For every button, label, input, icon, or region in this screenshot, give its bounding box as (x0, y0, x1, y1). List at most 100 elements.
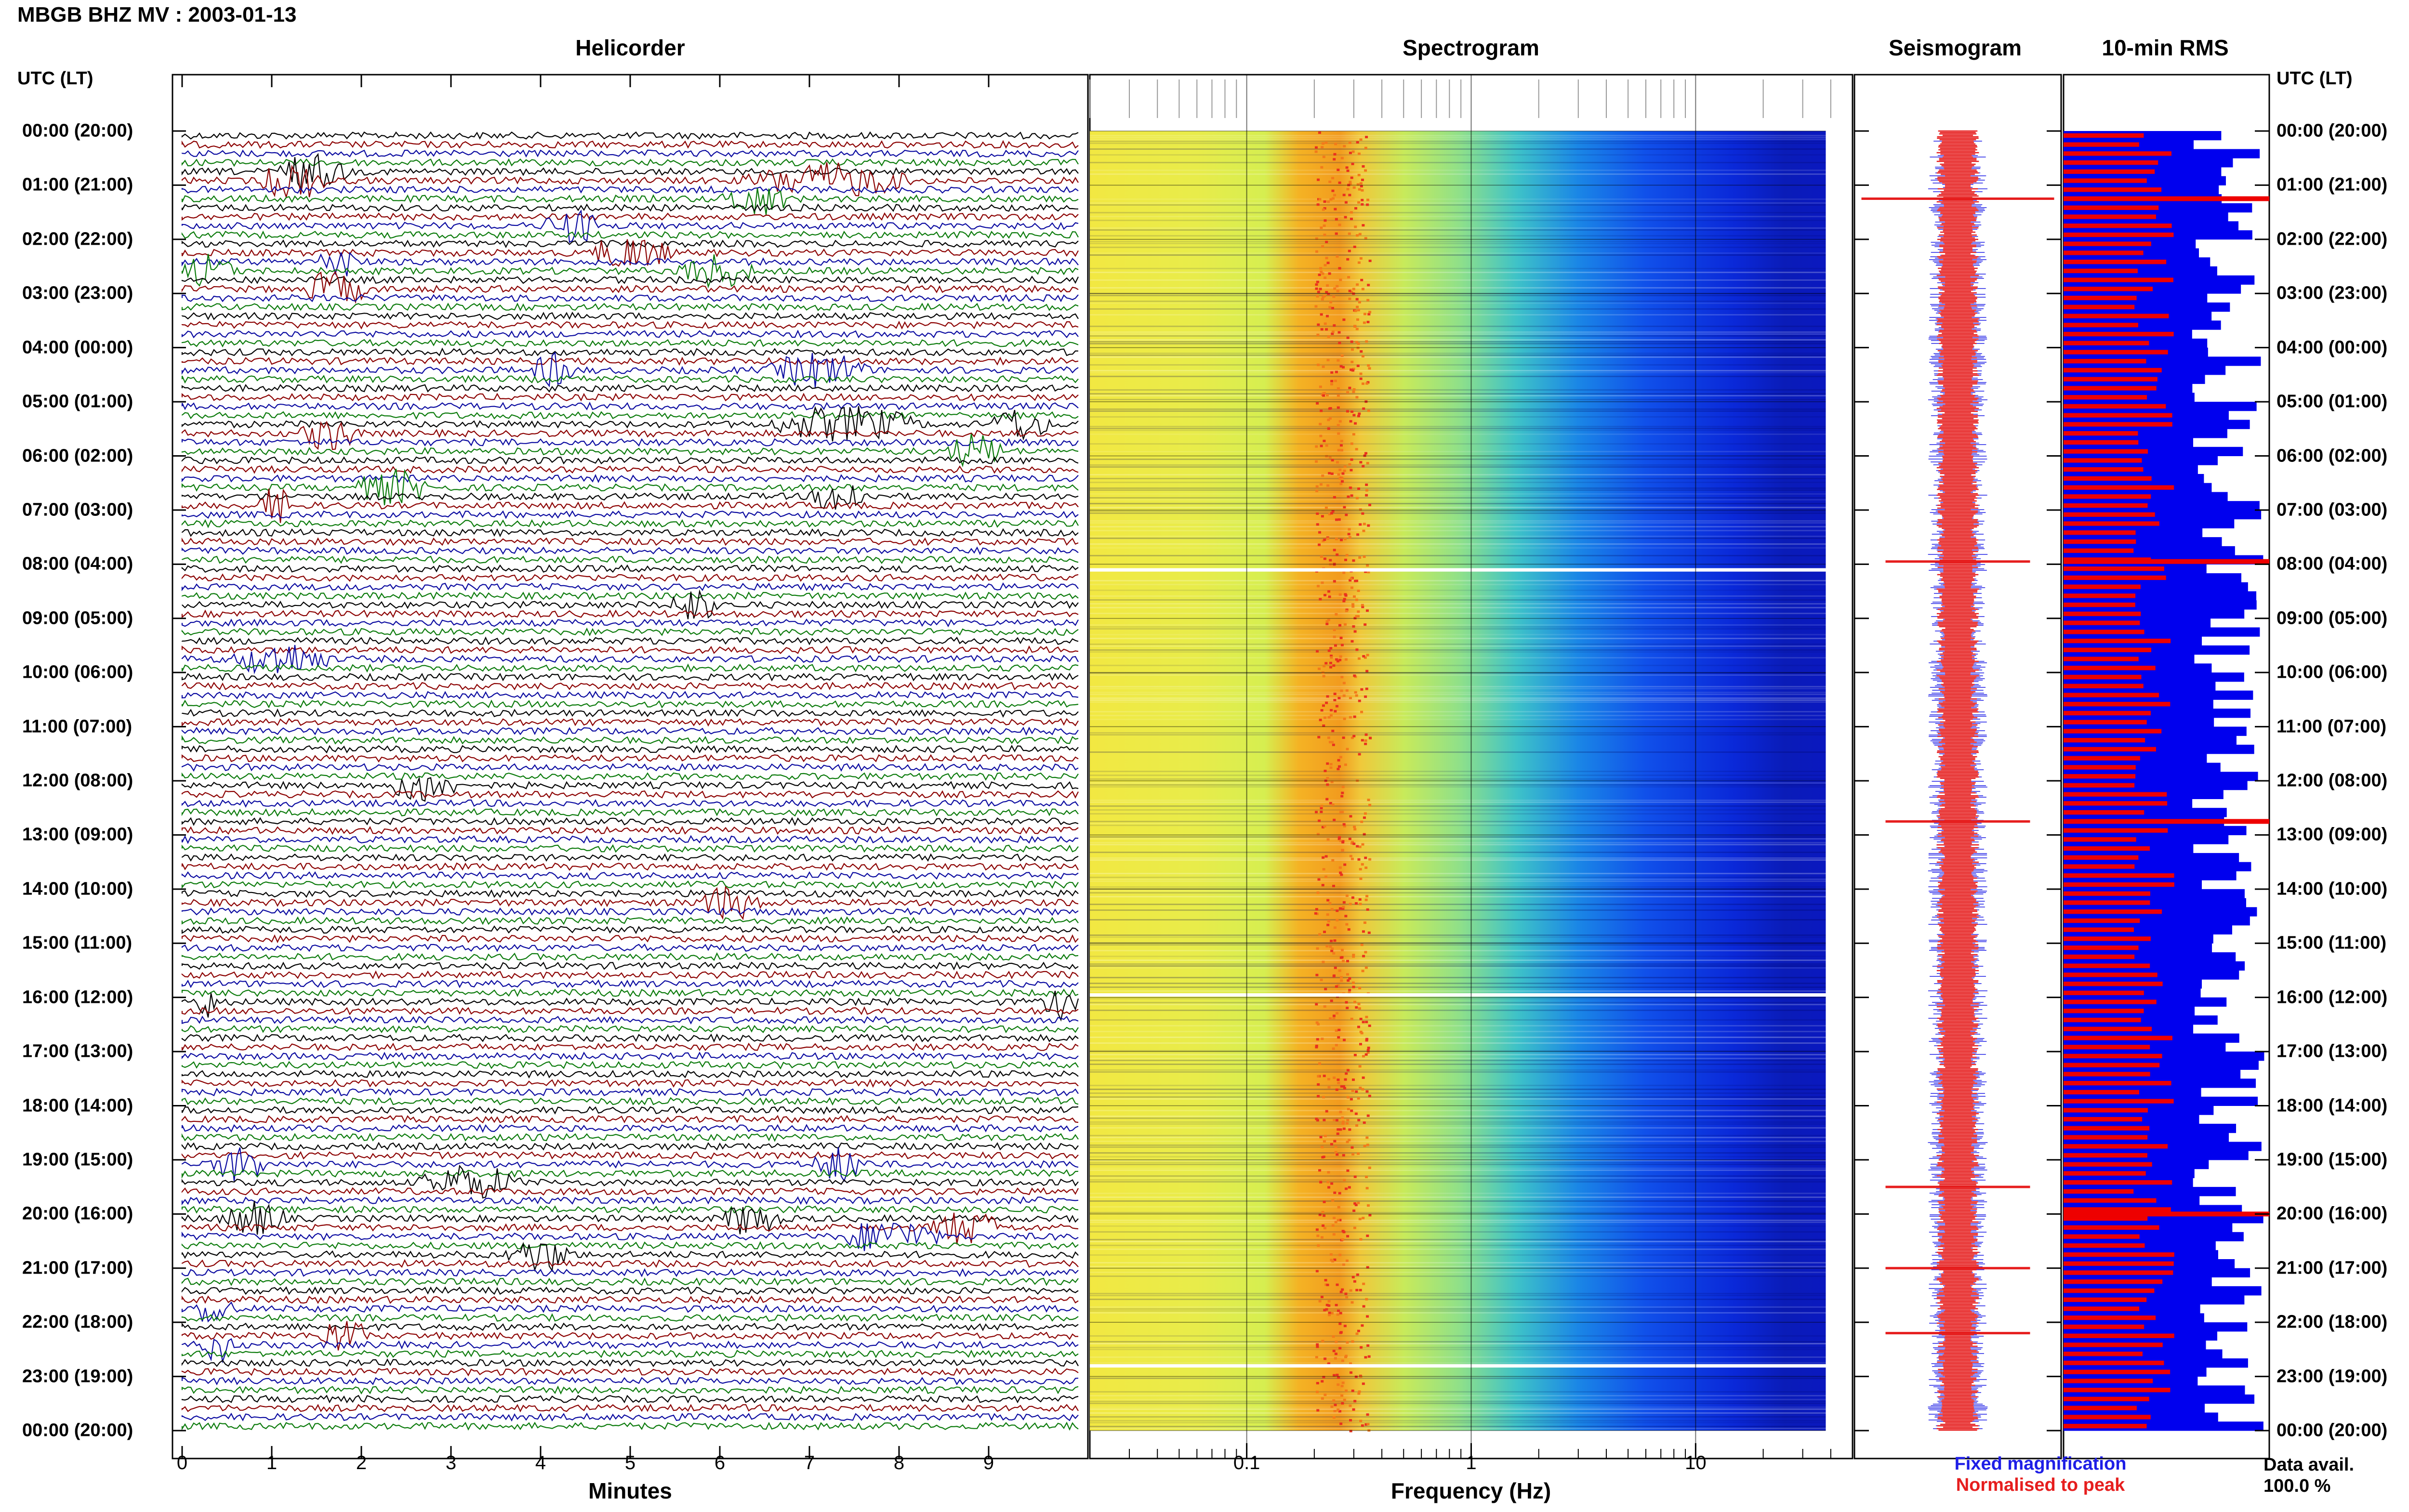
spectrogram-speckle (1322, 675, 1325, 678)
helicorder-trace (181, 1042, 1079, 1052)
spectrogram-speckle (1362, 1305, 1365, 1308)
spectrogram-speckle (1325, 328, 1328, 331)
spectrogram-speckle (1355, 497, 1359, 500)
spectrogram-speckle (1357, 342, 1360, 345)
spectrogram-speckle (1327, 590, 1331, 593)
spectrogram-speckle (1329, 1017, 1332, 1020)
helicorder-trace (181, 1006, 1079, 1015)
spectrogram-speckle (1359, 138, 1363, 141)
helicorder-trace (181, 790, 1079, 799)
spectrogram-speckle (1333, 629, 1336, 631)
seismogram-title: Seismogram (1888, 35, 2022, 60)
spectrogram-streak (1090, 1200, 1826, 1202)
rms-normalised-bar (2064, 178, 2147, 183)
spectrogram-speckle (1363, 816, 1366, 819)
spectrogram-speckle (1363, 1144, 1366, 1147)
spectrogram-streak (1090, 513, 1826, 514)
rms-normalised-bar (2064, 702, 2171, 707)
spectrogram-speckle (1342, 1154, 1345, 1157)
legend-fixed-magnification: Fixed magnification (1954, 1454, 2127, 1474)
spectrogram-speckle (1352, 288, 1355, 290)
spectrogram-speckle (1337, 1309, 1340, 1312)
spectrogram-streak (1090, 1179, 1826, 1181)
helicorder-trace (181, 808, 1079, 817)
spectrogram-streak (1090, 459, 1826, 460)
spectrogram-speckle (1321, 142, 1324, 145)
spectrogram-speckle (1325, 798, 1329, 801)
helicorder-xlabel: Minutes (588, 1478, 672, 1503)
helicorder-trace (181, 699, 1079, 709)
spectrogram-speckle (1320, 1296, 1324, 1299)
spectrogram-speckle (1345, 1001, 1348, 1004)
time-label-left: 04:00 (00:00) (22, 337, 133, 358)
spectrogram-streak (1090, 904, 1826, 905)
spectrogram-streak (1090, 778, 1826, 780)
spectrogram-speckle (1338, 477, 1342, 480)
spectrogram-speckle (1362, 224, 1365, 227)
spectrogram-speckle (1329, 1253, 1333, 1256)
spectrogram-speckle (1326, 695, 1329, 698)
spectrogram-speckle (1327, 1086, 1331, 1089)
spectrogram-streak (1090, 842, 1826, 843)
utc-header-right: UTC (LT) (2277, 68, 2353, 89)
spectrogram-speckle (1359, 1030, 1363, 1033)
helicorder-trace (181, 636, 1079, 645)
spectrogram-speckle (1351, 896, 1354, 899)
spectrogram-speckle (1340, 477, 1344, 480)
spectrogram-streak (1090, 356, 1826, 358)
spectrogram-speckle (1350, 291, 1353, 294)
spectrogram-speckle (1327, 649, 1331, 652)
helicorder-trace (181, 1277, 1079, 1287)
rms-normalised-bar (2064, 657, 2139, 661)
spectrogram-speckle (1343, 598, 1346, 601)
spectrogram-speckle (1356, 318, 1359, 321)
helicorder-trace (181, 1105, 1079, 1115)
spectrogram-speckle (1352, 368, 1355, 370)
spectrogram-streak (1090, 1177, 1826, 1179)
spectrogram-speckle (1351, 981, 1355, 984)
spectrogram-streak (1090, 1175, 1826, 1177)
rms-normalised-bar (2064, 783, 2135, 788)
spectrogram-streak (1090, 800, 1826, 801)
spectrogram-streak (1090, 301, 1826, 302)
spectrogram-speckle (1352, 595, 1356, 598)
spectrogram-streak (1090, 782, 1826, 784)
spectrogram-speckle (1340, 795, 1344, 798)
rms-normalised-peak (2064, 1211, 2269, 1217)
spectrogram-speckle (1317, 736, 1321, 738)
spectrogram-speckle (1367, 1355, 1371, 1358)
time-label-left: 21:00 (17:00) (22, 1258, 133, 1278)
spectrogram-speckle (1342, 600, 1346, 603)
time-label-right: 04:00 (00:00) (2277, 337, 2388, 358)
spectrogram-speckle (1331, 803, 1335, 806)
rms-normalised-bar (2064, 1234, 2140, 1239)
helicorder-trace (181, 1205, 1079, 1214)
spectrogram-speckle (1346, 1235, 1350, 1237)
time-label-left: 00:00 (20:00) (22, 1420, 133, 1441)
spectrogram-speckle (1346, 336, 1350, 339)
spectrogram-streak (1090, 1262, 1826, 1263)
spectrogram-speckle (1362, 1382, 1365, 1385)
helicorder-trace (181, 434, 1079, 468)
spectrogram-streak (1090, 343, 1826, 344)
spectrogram-speckle (1334, 966, 1337, 969)
spectrogram-speckle (1324, 1279, 1327, 1282)
spectrogram-speckle (1316, 295, 1319, 298)
spectrogram-speckle (1315, 1270, 1319, 1273)
spectrogram-streak (1090, 466, 1826, 468)
spectrogram-speckle (1333, 158, 1336, 161)
spectrogram-speckle (1321, 1211, 1324, 1214)
spectrogram-speckle (1323, 1005, 1326, 1008)
spectrogram-speckle (1336, 1283, 1339, 1286)
spectrogram-streak (1090, 1085, 1826, 1086)
spectrogram-speckle (1350, 1109, 1353, 1112)
spectrogram-speckle (1333, 563, 1336, 566)
spectrogram-speckle (1324, 987, 1327, 990)
rms-plot (2063, 74, 2270, 1459)
rms-normalised-bar (2064, 1144, 2168, 1149)
spectrogram-streak (1090, 823, 1826, 824)
spectrogram-speckle (1349, 1404, 1352, 1407)
spectrogram-speckle (1354, 1112, 1358, 1115)
spectrogram-speckle (1337, 1206, 1340, 1209)
spectrogram-speckle (1352, 1209, 1356, 1212)
